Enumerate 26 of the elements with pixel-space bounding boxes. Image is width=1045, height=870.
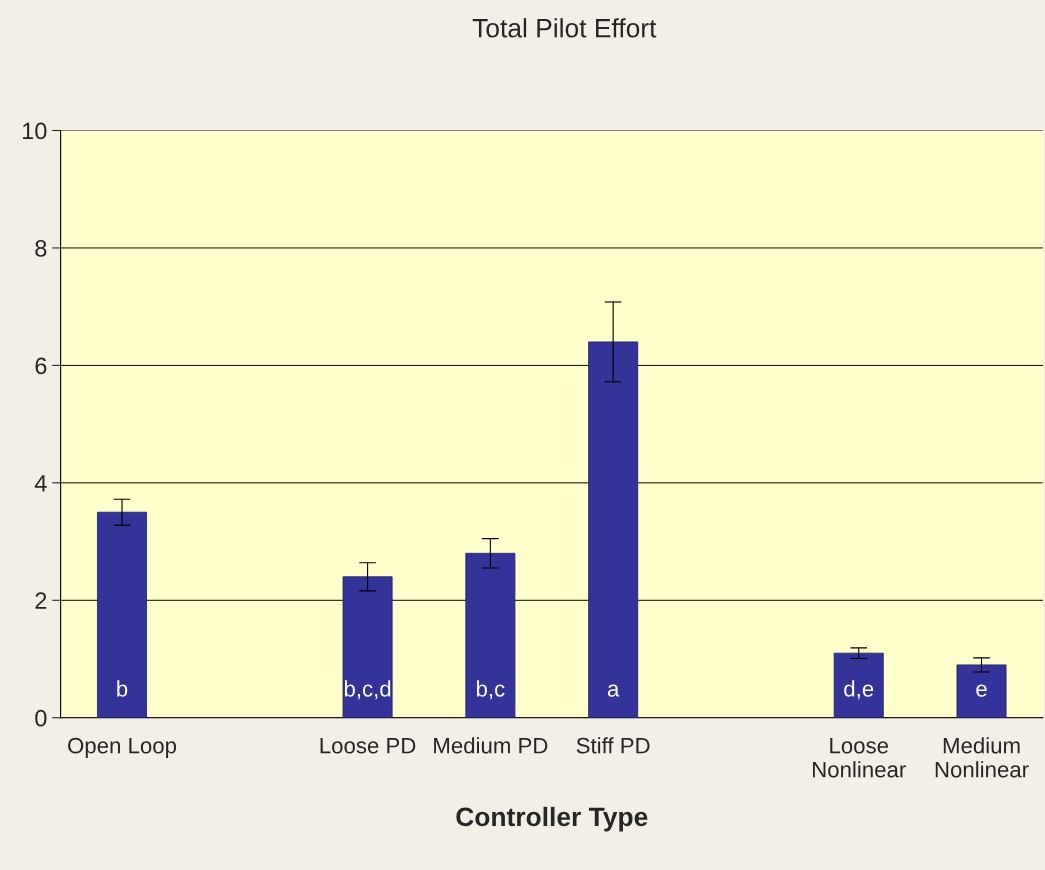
bar: [956, 664, 1007, 718]
data-label: a: [607, 684, 620, 697]
bar: [465, 552, 516, 718]
data-label: b: [117, 680, 128, 697]
x-tick-label: Open Loop: [68, 737, 177, 758]
x-axis-title: Controller Type: [456, 806, 648, 832]
data-label: e: [976, 684, 987, 697]
x-tick-label: Stiff PD: [576, 737, 650, 754]
data-label: b,c: [476, 680, 505, 700]
bar: [97, 511, 147, 718]
x-tick-label: Loose Nonlinear: [813, 738, 906, 778]
x-tick-label: Medium Nonlinear: [935, 737, 1029, 778]
y-tick-label: 2: [35, 592, 47, 609]
y-tick-label: 10: [22, 122, 47, 140]
bar: [342, 576, 393, 718]
y-tick-label: 4: [34, 475, 47, 492]
data-label: b,c,d: [344, 680, 391, 700]
y-tick-label: 6: [35, 357, 47, 375]
data-label: d,e: [844, 680, 874, 700]
x-tick-label: Medium PD: [434, 737, 548, 754]
bar: [833, 652, 884, 718]
chart-title: Total Pilot Effort: [472, 18, 657, 38]
y-tick-label: 8: [35, 240, 47, 257]
x-tick-label: Loose PD: [320, 738, 416, 754]
y-tick-label: 0: [35, 709, 47, 727]
bar: [588, 341, 639, 718]
